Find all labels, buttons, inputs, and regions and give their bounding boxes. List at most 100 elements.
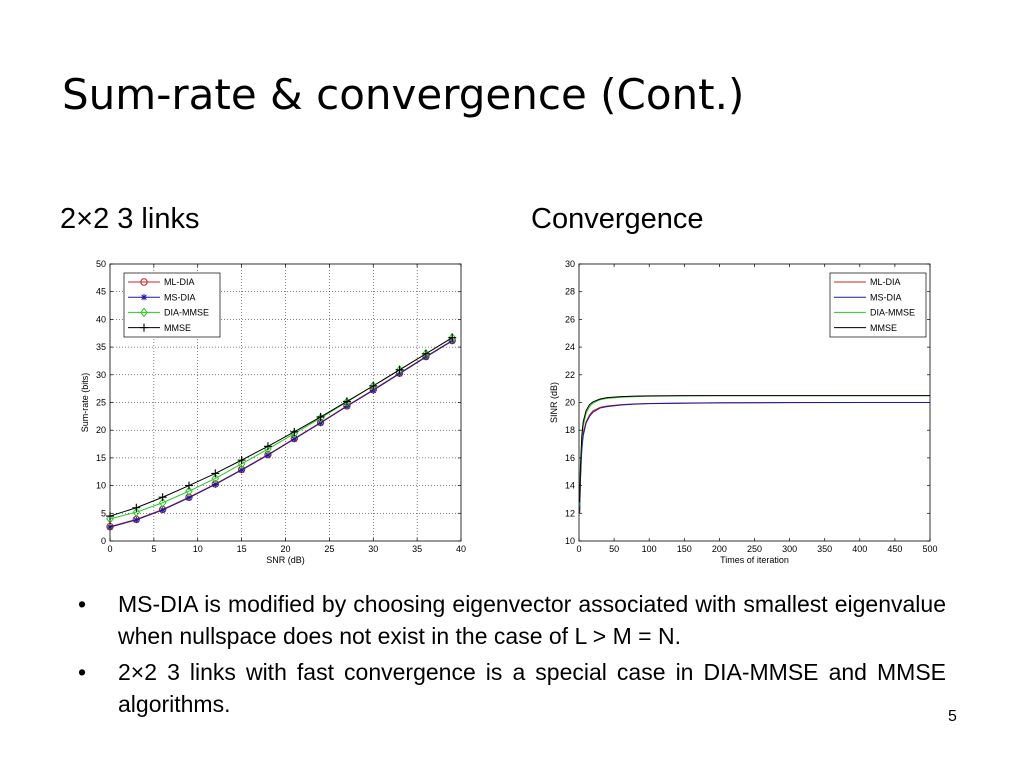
y-tick-label: 14 bbox=[565, 481, 575, 491]
x-tick-label: 450 bbox=[887, 544, 902, 554]
y-tick-label: 20 bbox=[96, 425, 106, 435]
data-point bbox=[237, 459, 246, 469]
y-tick-label: 15 bbox=[96, 453, 106, 463]
series-line bbox=[579, 402, 930, 514]
subtitle-right: Convergence bbox=[531, 203, 704, 235]
data-point bbox=[211, 469, 220, 478]
bullet-text: MS-DIA is modified by choosing eigenvect… bbox=[118, 591, 946, 649]
data-point bbox=[184, 481, 193, 490]
data-point bbox=[290, 427, 299, 436]
y-axis-label: Sum-rate (bits) bbox=[80, 373, 90, 433]
y-tick-label: 24 bbox=[565, 342, 575, 352]
data-point bbox=[185, 486, 193, 496]
data-point bbox=[448, 332, 457, 343]
x-tick-label: 5 bbox=[151, 544, 156, 554]
legend-box bbox=[829, 272, 927, 338]
legend-marker bbox=[140, 323, 148, 332]
x-tick-label: 0 bbox=[107, 544, 112, 554]
data-point bbox=[291, 435, 298, 443]
plot-border bbox=[578, 263, 931, 542]
legend-label: DIA-MMSE bbox=[870, 308, 915, 318]
data-point bbox=[369, 381, 378, 390]
y-axis-label: SINR (dB) bbox=[549, 382, 559, 423]
series-line bbox=[109, 337, 453, 517]
y-tick-label: 25 bbox=[96, 398, 106, 408]
data-point bbox=[158, 497, 167, 508]
legend-box bbox=[123, 272, 221, 338]
x-tick-label: 20 bbox=[280, 544, 290, 554]
x-tick-label: 100 bbox=[642, 544, 657, 554]
data-point bbox=[211, 473, 220, 484]
x-tick-label: 10 bbox=[193, 544, 203, 554]
x-tick-label: 150 bbox=[677, 544, 692, 554]
legend-label: DIA-MMSE bbox=[164, 308, 209, 318]
y-tick-label: 35 bbox=[96, 342, 106, 352]
data-point bbox=[133, 516, 140, 524]
y-tick-label: 45 bbox=[96, 287, 106, 297]
y-tick-label: 22 bbox=[565, 370, 575, 380]
y-tick-label: 0 bbox=[101, 536, 106, 546]
y-tick-label: 10 bbox=[565, 536, 575, 546]
y-tick-label: 26 bbox=[565, 314, 575, 324]
slide-title: Sum-rate & convergence (Cont.) bbox=[62, 70, 745, 119]
y-tick-label: 30 bbox=[96, 370, 106, 380]
bullet-item: • MS-DIA is modified by choosing eigenve… bbox=[78, 588, 946, 652]
data-point bbox=[316, 412, 325, 421]
legend-label: MS-DIA bbox=[164, 292, 196, 302]
convergence-chart: 0 50 100 150 200 250 300 350 400 450 500 10 12 14 16 18… bbox=[549, 259, 938, 565]
data-point bbox=[263, 442, 272, 451]
data-point bbox=[317, 419, 324, 427]
series-mmse bbox=[579, 395, 930, 503]
data-point bbox=[185, 494, 193, 501]
legend-marker bbox=[140, 278, 148, 286]
data-point bbox=[238, 466, 245, 474]
y-tick-label: 18 bbox=[565, 425, 575, 435]
x-axis-label: Times of iteration bbox=[720, 555, 789, 565]
x-tick-label: 250 bbox=[747, 544, 762, 554]
legend: ML-DIA MS-DIA DIA-MMSE MMSE bbox=[123, 272, 221, 338]
y-tick-label: 5 bbox=[101, 508, 106, 518]
legend-label: MMSE bbox=[870, 323, 897, 333]
legend: ML-DIA MS-DIA DIA-MMSE MMSE bbox=[829, 272, 927, 338]
legend-label: ML-DIA bbox=[870, 277, 901, 287]
y-tick-label: 28 bbox=[565, 287, 575, 297]
legend-marker bbox=[140, 307, 148, 318]
bullet-item: • 2×2 3 links with fast convergence is a… bbox=[78, 656, 946, 720]
plot-border bbox=[109, 263, 462, 542]
legend-marker bbox=[140, 294, 148, 301]
legend-label: MS-DIA bbox=[870, 292, 902, 302]
bullet-list: • MS-DIA is modified by choosing eigenve… bbox=[78, 588, 946, 724]
x-tick-label: 300 bbox=[782, 544, 797, 554]
y-tick-label: 12 bbox=[565, 508, 575, 518]
data-point bbox=[448, 333, 457, 342]
x-tick-label: 200 bbox=[712, 544, 727, 554]
data-point bbox=[342, 397, 351, 406]
x-tick-label: 500 bbox=[922, 544, 937, 554]
series-ms-dia bbox=[579, 402, 930, 514]
bullet-marker: • bbox=[78, 591, 87, 617]
data-point bbox=[159, 506, 166, 514]
x-tick-label: 25 bbox=[324, 544, 334, 554]
y-tick-label: 20 bbox=[565, 398, 575, 408]
data-point bbox=[132, 507, 141, 517]
x-tick-label: 400 bbox=[852, 544, 867, 554]
series-line bbox=[579, 395, 930, 503]
subtitle-left: 2×2 3 links bbox=[60, 203, 200, 235]
x-tick-label: 50 bbox=[609, 544, 619, 554]
x-tick-label: 15 bbox=[237, 544, 247, 554]
y-tick-label: 16 bbox=[565, 453, 575, 463]
sum-rate-chart: 0 5 10 15 20 25 30 35 40 0 5 10 15 20 25 30 35 40 45 50 SNR … bbox=[80, 259, 466, 565]
x-axis-label: SNR (dB) bbox=[266, 555, 305, 565]
series-mmse bbox=[106, 333, 457, 521]
bullet-marker: • bbox=[78, 659, 87, 685]
y-tick-label: 30 bbox=[565, 259, 575, 269]
x-tick-label: 350 bbox=[817, 544, 832, 554]
data-point bbox=[264, 451, 272, 459]
page-number: 5 bbox=[948, 708, 957, 725]
data-point bbox=[158, 493, 167, 502]
bullet-text: 2×2 3 links with fast convergence is a s… bbox=[118, 659, 946, 717]
data-point bbox=[132, 503, 141, 512]
data-point bbox=[421, 349, 430, 358]
data-point bbox=[237, 456, 246, 465]
x-tick-label: 0 bbox=[576, 544, 581, 554]
